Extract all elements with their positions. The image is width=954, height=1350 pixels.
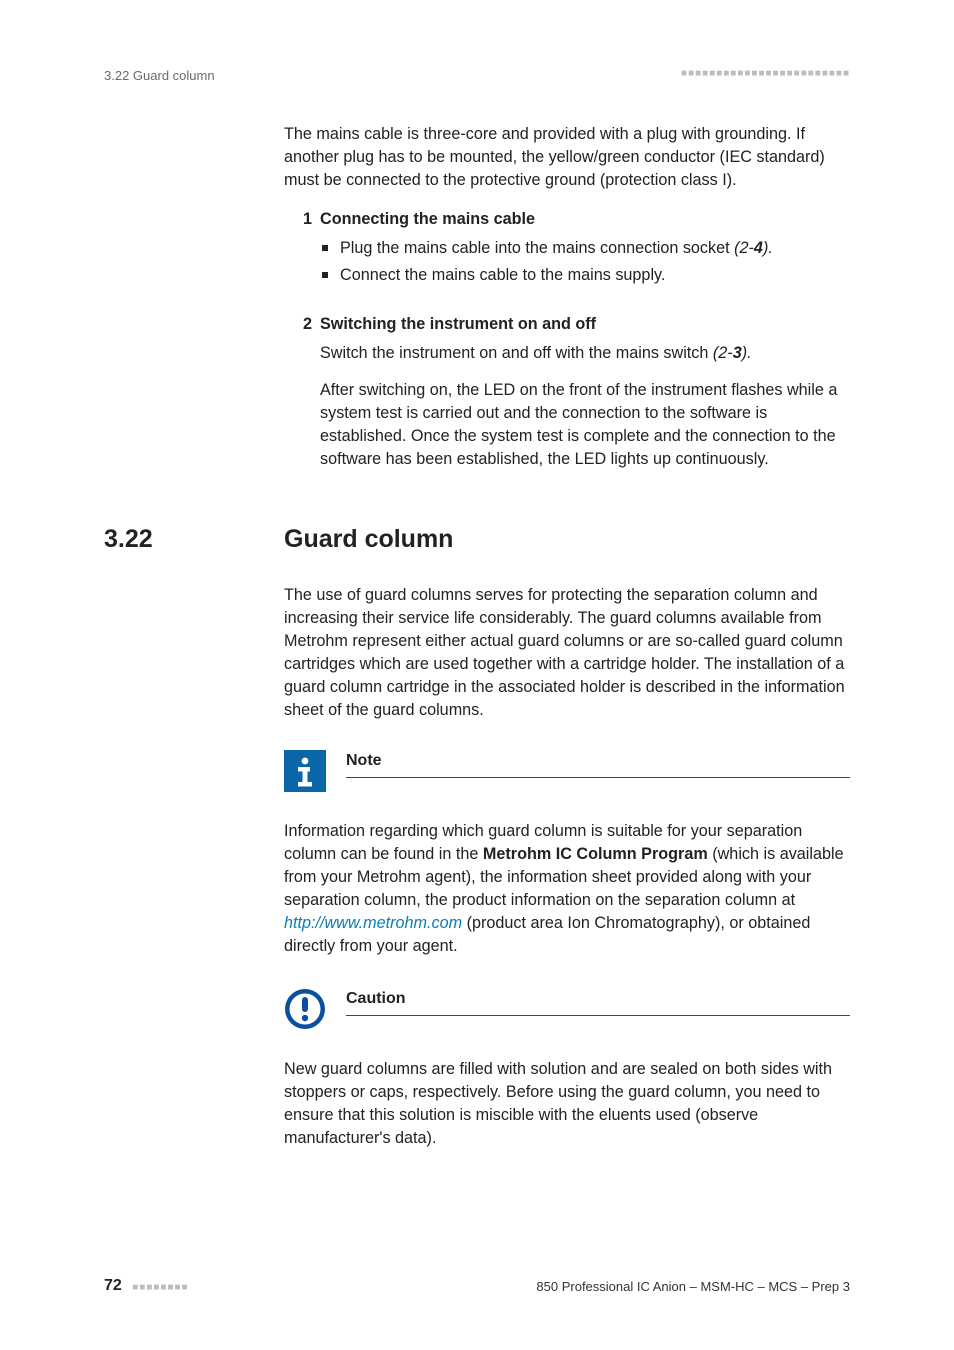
footer-left: 72 ■■■■■■■■: [104, 1277, 189, 1295]
note-body: Information regarding which guard column…: [284, 820, 850, 958]
step-number: 2: [284, 313, 320, 336]
step-paragraph: Switch the instrument on and off with th…: [320, 342, 850, 365]
ref-close: ).: [742, 344, 752, 362]
caution-label: Caution: [346, 988, 850, 1013]
caution-callout: Caution New guard columns are filled wit…: [284, 988, 850, 1150]
caution-body: New guard columns are filled with soluti…: [284, 1058, 850, 1150]
footer-right-text: 850 Professional IC Anion – MSM-HC – MCS…: [536, 1279, 850, 1294]
note-callout: Note Information regarding which guard c…: [284, 750, 850, 958]
ref-close: ).: [763, 239, 773, 257]
ref-num: 4: [754, 239, 763, 257]
note-label: Note: [346, 750, 850, 775]
bullet-text: Connect the mains cable to the mains sup…: [340, 266, 665, 284]
header-dots: ■■■■■■■■■■■■■■■■■■■■■■■■: [681, 68, 850, 79]
section-paragraph: The use of guard columns serves for prot…: [284, 584, 850, 722]
ref-num: 3: [733, 344, 742, 362]
para-text: Switch the instrument on and off with th…: [320, 344, 713, 362]
page-number: 72: [104, 1277, 122, 1294]
step-title: Switching the instrument on and off: [320, 313, 596, 336]
section-number: 3.22: [104, 525, 284, 554]
metrohm-link[interactable]: http://www.metrohm.com: [284, 914, 462, 932]
step-bullet-list: Plug the mains cable into the mains conn…: [320, 237, 850, 287]
step-paragraph: After switching on, the LED on the front…: [320, 379, 850, 471]
bullet-text: Plug the mains cable into the mains conn…: [340, 239, 734, 257]
divider: [346, 777, 850, 778]
info-icon: [284, 750, 326, 792]
note-bold: Metrohm IC Column Program: [483, 845, 708, 863]
divider: [346, 1015, 850, 1016]
intro-paragraph: The mains cable is three-core and provid…: [284, 123, 850, 192]
ref-open: (2-: [713, 344, 733, 362]
step-number: 1: [284, 208, 320, 231]
list-item: Connect the mains cable to the mains sup…: [320, 264, 850, 287]
step-title: Connecting the mains cable: [320, 208, 535, 231]
section-title: Guard column: [284, 525, 453, 554]
footer-dots: ■■■■■■■■: [132, 1282, 188, 1293]
ref-open: (2-: [734, 239, 754, 257]
caution-icon: [284, 988, 326, 1030]
list-item: Plug the mains cable into the mains conn…: [320, 237, 850, 260]
